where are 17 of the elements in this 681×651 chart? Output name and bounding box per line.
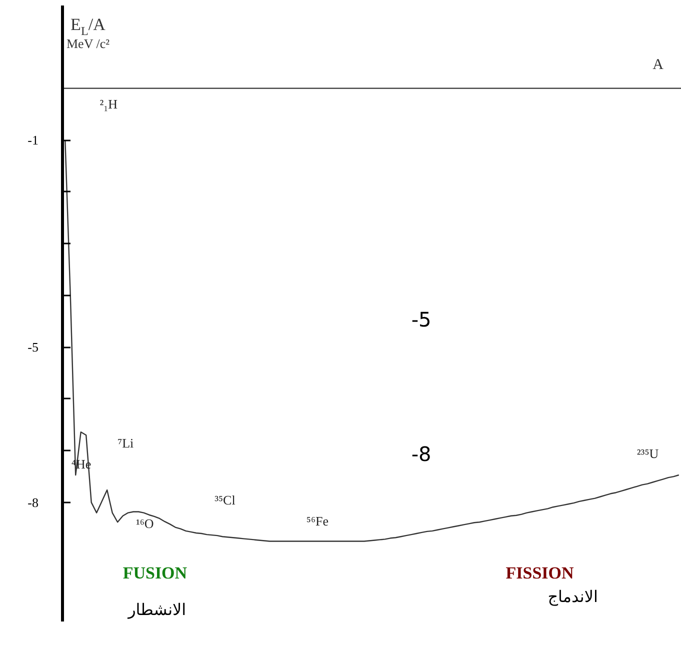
annotation: ²³⁵U xyxy=(636,446,660,462)
annotation: ⁵⁶Fe xyxy=(306,513,329,528)
annotation: الاندماج xyxy=(548,586,598,606)
annotation: -5 xyxy=(411,307,432,332)
annotation: ⁷Li xyxy=(118,436,134,451)
annotation: ³⁵Cl xyxy=(214,492,236,508)
y-tick-label: -5 xyxy=(28,340,39,355)
annotation: FISSION xyxy=(506,564,575,583)
x-axis-title: A xyxy=(652,56,664,73)
annotation: FUSION xyxy=(122,564,188,583)
annotation: الانشطار xyxy=(127,600,186,619)
annotation: ¹⁶O xyxy=(136,516,154,531)
annotation: -8 xyxy=(411,442,432,466)
y-tick-label: -8 xyxy=(28,494,39,510)
line-series xyxy=(64,139,680,542)
annotation: ²₁H xyxy=(100,96,118,112)
y-tick-label: -1 xyxy=(28,132,39,148)
